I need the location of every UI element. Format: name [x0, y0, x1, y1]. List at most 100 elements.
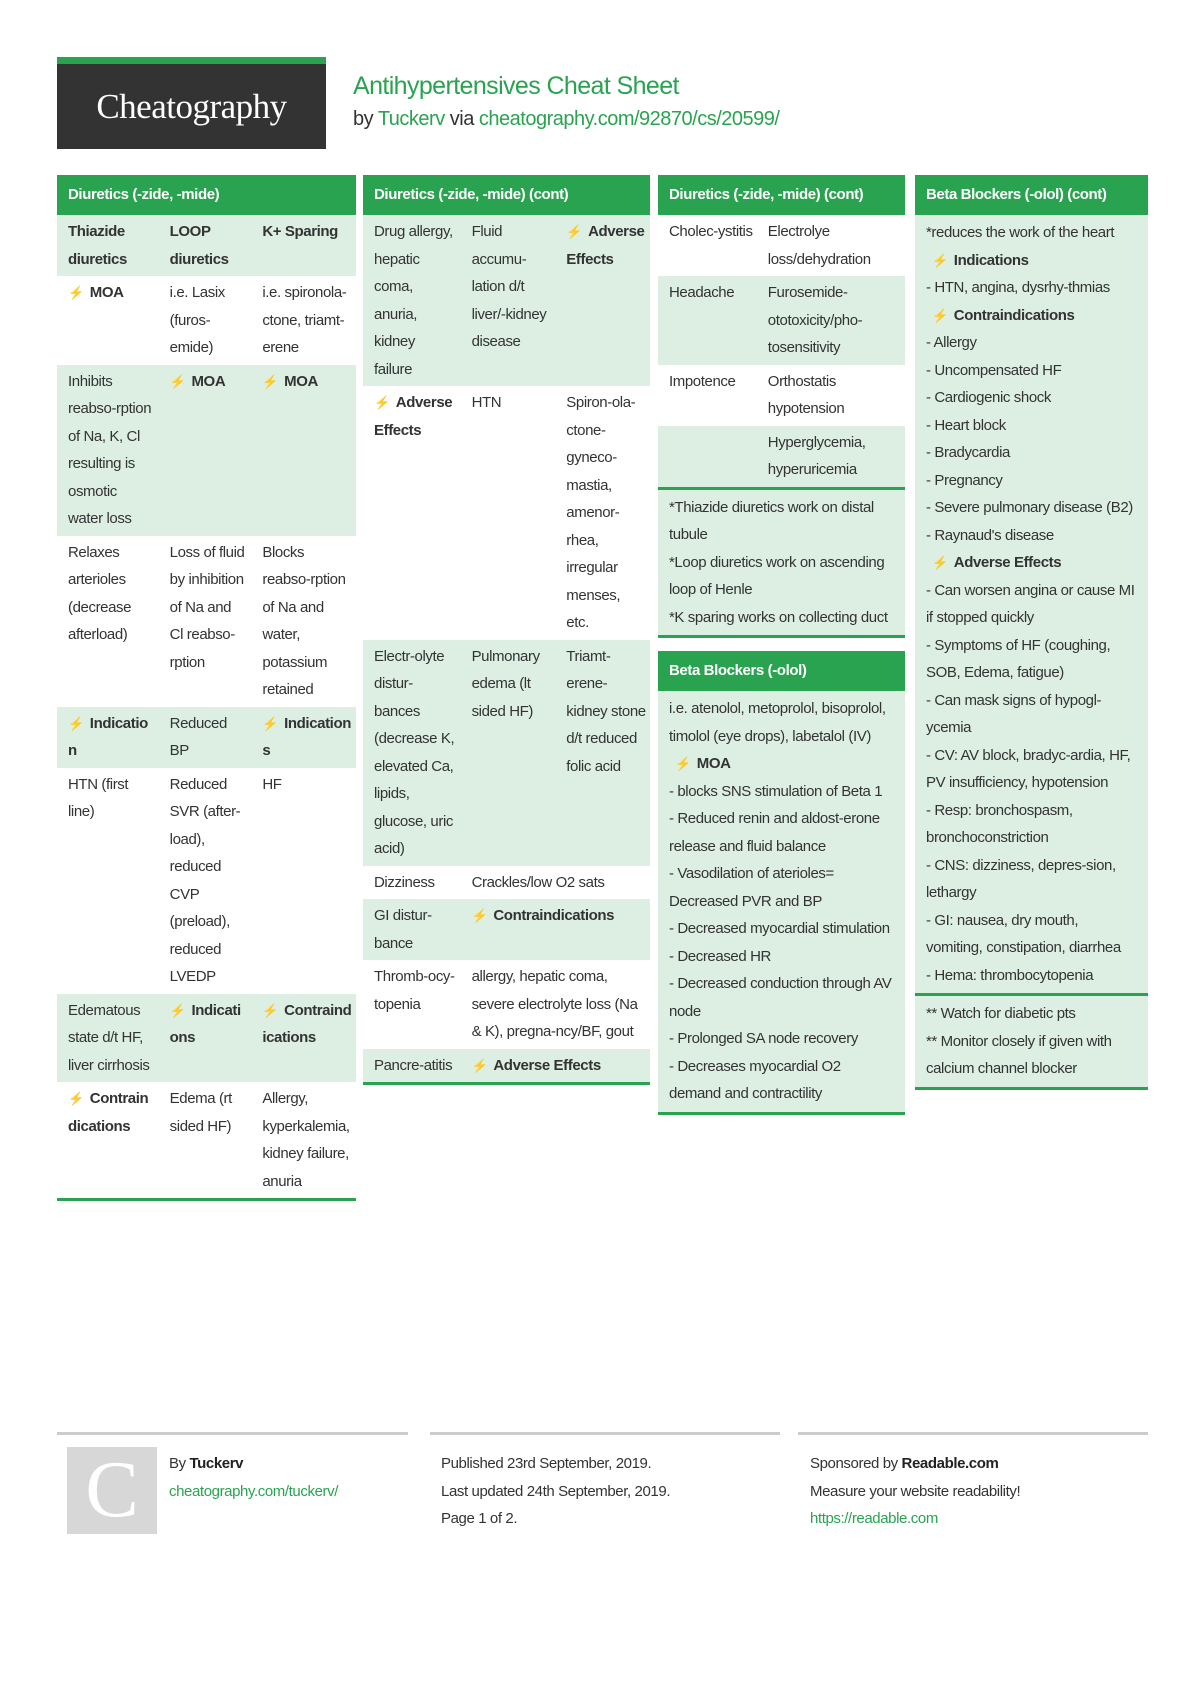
cheatography-logo[interactable]: Cheatography: [57, 57, 326, 149]
sponsor-link[interactable]: https://readable.com: [810, 1510, 938, 1527]
text-line: - Decreased HR: [669, 947, 771, 965]
footer-divider: [57, 1432, 408, 1435]
table-row: ⚡ Indication Reduced BP ⚡ Indications: [57, 706, 356, 768]
cheat-section: Diuretics (-zide, -mide) (cont) Cholec-ys…: [658, 175, 905, 638]
table-cell: ⚡ MOA: [158, 364, 252, 536]
column-1: Diuretics (-zide, -mide) Thiazide diureti…: [57, 175, 356, 1214]
table-row: Thromb-ocy-topenia allergy, hepatic coma,…: [363, 960, 650, 1049]
page-number: Page 1 of 2.: [441, 1510, 518, 1527]
table-cell: ⚡ Adverse Effects: [363, 386, 461, 640]
table-cell: Electrolye loss/dehydration: [767, 223, 871, 268]
author-link[interactable]: Tuckerv: [377, 108, 445, 130]
text-line: i.e. atenolol, metoprolol, bisoprolol, t…: [669, 700, 886, 745]
footer-author-name: Tuckerv: [189, 1455, 244, 1472]
section-table: Cholec-ystitis Electrolye loss/dehydratio…: [658, 215, 905, 490]
text-line: - Heart block: [926, 416, 1006, 434]
text-line: *K sparing works on collecting duct: [669, 608, 888, 626]
subheading: Adverse Effects: [953, 554, 1062, 571]
section-header: Diuretics (-zide, -mide) (cont): [658, 175, 905, 215]
logo-text: Cheatography: [96, 86, 287, 126]
text-line: *Loop diuretics work on ascending loop o…: [669, 553, 885, 599]
table-cell: i.e. Lasix (furos-emide): [169, 284, 226, 356]
lightning-icon: ⚡: [262, 715, 279, 731]
table-row: Relaxes arterioles (decrease afterload) L…: [57, 536, 356, 707]
table-cell: [658, 425, 757, 488]
byline: by Tuckerv via cheatography.com/92870/cs…: [353, 108, 780, 131]
text-line: - Symptoms of HF (coughing, SOB, Edema, …: [926, 636, 1111, 682]
sponsor-tagline: Measure your website readability!: [810, 1482, 1021, 1500]
table-row: Impotence Orthostatis hypotension: [658, 365, 905, 426]
author-avatar: C: [67, 1446, 157, 1534]
lightning-icon: ⚡: [932, 307, 948, 323]
text-line: - Decreased conduction through AV node: [669, 975, 892, 1020]
table-row: GI distur-bance ⚡ Contraindications: [363, 899, 650, 960]
text-line: ** Watch for diabetic pts: [926, 1005, 1076, 1022]
table-cell: ⚡ Indications: [251, 706, 356, 768]
table-cell: Headache: [658, 276, 757, 365]
via-label: via: [449, 108, 475, 130]
text-line: - Can mask signs of hypogl-ycemia: [926, 691, 1102, 737]
page-title: Antihypertensives Cheat Sheet: [353, 72, 679, 100]
column-2: Diuretics (-zide, -mide) (cont) Drug alle…: [363, 175, 650, 1098]
table-row: Thiazide diuretics LOOP diuretics K+ Spari…: [57, 215, 356, 276]
table-cell: ⚡ Contraindications: [57, 1082, 159, 1198]
published-date: Published 23rd September, 2019.: [441, 1455, 652, 1472]
by-label: by: [353, 108, 374, 130]
subheading: Indications: [953, 251, 1029, 269]
lightning-icon: ⚡: [262, 373, 279, 389]
author-profile-link[interactable]: cheatography.com/tuckerv/: [169, 1482, 338, 1500]
lightning-icon: ⚡: [471, 1057, 488, 1073]
table-cell: allergy, hepatic coma, severe electrolyt…: [471, 968, 638, 1040]
table-cell: Pulmonary edema (lt sided HF): [460, 639, 556, 866]
table-cell: ⚡ Contraindications: [251, 993, 356, 1082]
by-label: By: [169, 1455, 186, 1472]
section-text: *reduces the work of the heart ⚡ Indicatio…: [915, 215, 1148, 996]
cell-label: Adverse Effects: [374, 394, 453, 439]
text-line: - Pregnancy: [926, 471, 1003, 489]
table-row: Hyperglycemia, hyperuricemia: [658, 425, 905, 488]
lightning-icon: ⚡: [68, 715, 84, 731]
cheat-section: Diuretics (-zide, -mide) (cont) Drug alle…: [363, 175, 650, 1085]
table-cell: Electr-olyte distur-bances (decrease K, …: [363, 639, 461, 866]
text-line: - Decreases myocardial O2 demand and con…: [669, 1057, 841, 1103]
cell-label: Contraindications: [493, 907, 615, 924]
lightning-icon: ⚡: [68, 1091, 84, 1106]
table-cell: Impotence: [669, 372, 736, 390]
section-text: i.e. atenolol, metoprolol, bisoprolol, t…: [658, 691, 905, 1112]
section-text: ** Watch for diabetic pts ** Monitor clos…: [915, 996, 1148, 1087]
text-line: - Can worsen angina or cause MI if stopp…: [926, 581, 1135, 627]
cell-label: Indications: [262, 714, 351, 760]
section-table: Dizziness Crackles/low O2 sats GI distur-b…: [363, 866, 650, 1082]
table-cell: Orthostatis hypotension: [767, 372, 845, 418]
text-line: ** Monitor closely if given with calcium…: [926, 1032, 1112, 1078]
cheat-section: Beta Blockers (-olol) i.e. atenolol, meto…: [658, 651, 905, 1115]
text-line: *reduces the work of the heart: [926, 224, 1115, 241]
text-line: - Allergy: [926, 334, 977, 351]
cell-label: Indications: [169, 1001, 242, 1047]
table-cell: ⚡ Contraindications: [460, 899, 650, 960]
table-cell: Edema (rt sided HF): [169, 1090, 233, 1135]
column-4: Beta Blockers (-olol) (cont) *reduces the…: [915, 175, 1148, 1103]
table-cell: HTN (first line): [68, 775, 129, 821]
section-table: Drug allergy, hepatic coma, anuria, kidn…: [363, 215, 650, 866]
cell-label: MOA: [191, 372, 226, 390]
text-line: - Uncompensated HF: [926, 361, 1062, 379]
table-cell: Dizziness: [374, 873, 435, 891]
lightning-icon: ⚡: [471, 908, 488, 923]
cell-label: Contraindications: [68, 1090, 149, 1135]
table-row: Dizziness Crackles/low O2 sats: [363, 866, 650, 900]
sheet-url-link[interactable]: cheatography.com/92870/cs/20599/: [478, 108, 780, 130]
table-cell: HF: [262, 775, 282, 793]
table-cell: Relaxes arterioles (decrease afterload): [68, 543, 132, 644]
table-cell: LOOP diuretics: [158, 215, 252, 276]
lightning-icon: ⚡: [169, 1002, 186, 1018]
cell-label: Contraindications: [262, 1001, 352, 1047]
footer-divider: [798, 1432, 1148, 1435]
table-cell: ⚡ Adverse Effects: [460, 1048, 650, 1082]
cell-label: Adverse Effects: [566, 223, 645, 268]
table-cell: Drug allergy, hepatic coma, anuria, kidn…: [363, 215, 461, 386]
sponsored-label: Sponsored by: [810, 1455, 898, 1472]
table-cell: ⚡ Adverse Effects: [555, 215, 650, 386]
section-table: Thiazide diuretics LOOP diuretics K+ Spari…: [57, 215, 356, 1198]
table-cell: Furosemide-ototoxicity/pho-tosensitivity: [756, 276, 905, 365]
